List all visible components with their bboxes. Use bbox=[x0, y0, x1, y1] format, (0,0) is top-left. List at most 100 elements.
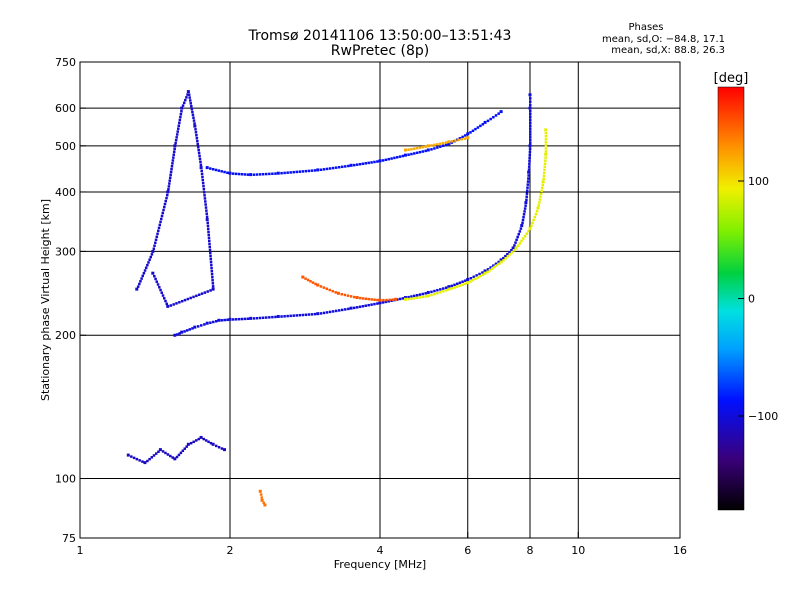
data-point bbox=[426, 294, 430, 298]
trace-dot bbox=[458, 137, 462, 140]
trace-dot bbox=[522, 237, 525, 240]
trace-dot bbox=[442, 287, 445, 290]
trace-dot bbox=[192, 295, 195, 299]
trace-dot bbox=[510, 251, 514, 254]
trace-dot bbox=[197, 151, 201, 155]
trace-dot bbox=[476, 276, 480, 279]
trace-dot bbox=[516, 244, 520, 248]
trace-dot bbox=[442, 290, 445, 293]
trace-dot bbox=[160, 214, 164, 218]
trace-dot bbox=[387, 157, 390, 161]
data-point bbox=[316, 312, 320, 316]
trace-dot bbox=[334, 291, 337, 294]
trace-dot bbox=[311, 281, 315, 284]
trace-dot bbox=[200, 324, 203, 327]
trace-dot bbox=[407, 148, 410, 151]
trace-dot bbox=[529, 97, 532, 100]
trace-dot bbox=[301, 313, 305, 317]
trace-dot bbox=[181, 449, 185, 453]
trace-dot bbox=[200, 292, 204, 295]
trace-dot bbox=[258, 173, 262, 176]
trace-dot bbox=[430, 293, 433, 297]
trace-dot bbox=[543, 168, 546, 172]
data-point bbox=[263, 503, 267, 507]
trace-dot bbox=[202, 191, 206, 194]
trace-dot bbox=[540, 186, 544, 190]
trace-dot bbox=[464, 279, 467, 282]
trace-dot bbox=[398, 297, 402, 301]
trace-dot bbox=[237, 172, 241, 176]
data-point bbox=[151, 249, 155, 253]
trace-dot bbox=[395, 156, 399, 159]
trace-dot bbox=[489, 266, 492, 269]
trace-dot bbox=[208, 248, 212, 252]
data-point bbox=[135, 287, 139, 291]
trace-dot bbox=[325, 167, 329, 171]
trace-dot bbox=[170, 167, 173, 171]
trace-dot bbox=[322, 311, 326, 315]
trace-dot bbox=[486, 270, 489, 274]
trace-dot bbox=[525, 189, 529, 192]
trace-dot bbox=[175, 455, 179, 459]
trace-dot bbox=[155, 235, 159, 239]
trace-dot bbox=[179, 112, 183, 116]
trace-dot bbox=[148, 457, 151, 461]
trace-dot bbox=[418, 146, 422, 149]
x-tick-label: 8 bbox=[527, 544, 534, 557]
trace-dot bbox=[527, 168, 531, 171]
trace-dot bbox=[149, 255, 153, 259]
trace-dot bbox=[205, 209, 208, 212]
trace-dot bbox=[158, 223, 162, 227]
trace-dot bbox=[539, 195, 542, 198]
trace-dot bbox=[209, 167, 212, 170]
trace-dot bbox=[433, 147, 436, 150]
x-tick-label: 1 bbox=[77, 544, 84, 557]
trace-dot bbox=[367, 297, 371, 301]
trace-dot bbox=[135, 457, 139, 461]
data-point bbox=[426, 148, 430, 152]
trace-dot bbox=[531, 221, 534, 225]
trace-dot bbox=[156, 232, 159, 236]
trace-dot bbox=[370, 161, 373, 164]
trace-dot bbox=[190, 107, 194, 111]
trace-dot bbox=[207, 440, 210, 444]
trace-dot bbox=[471, 129, 475, 133]
trace-dot bbox=[193, 122, 196, 125]
trace-dot bbox=[198, 154, 201, 158]
trace-dot bbox=[523, 210, 526, 213]
data-point bbox=[258, 489, 262, 493]
data-point bbox=[336, 291, 340, 295]
data-point bbox=[403, 297, 407, 301]
trace-dot bbox=[418, 296, 422, 299]
trace-dot bbox=[328, 310, 332, 314]
trace-dot bbox=[147, 261, 150, 264]
data-point bbox=[260, 498, 264, 502]
data-point bbox=[447, 287, 451, 291]
trace-dot bbox=[198, 157, 202, 161]
trace-dot bbox=[210, 269, 214, 273]
data-point bbox=[301, 275, 305, 279]
trace-dot bbox=[209, 289, 212, 292]
data-point bbox=[403, 296, 407, 300]
trace-dot bbox=[169, 170, 173, 174]
trace-dot bbox=[195, 134, 198, 137]
trace-dot bbox=[172, 153, 176, 156]
data-point bbox=[499, 258, 503, 262]
phase-box-line-x: mean, sd,X: 88.8, 26.3 bbox=[611, 45, 725, 56]
data-point bbox=[466, 281, 470, 285]
trace-dot bbox=[494, 114, 498, 117]
trace-dot bbox=[361, 297, 365, 300]
trace-dot bbox=[508, 250, 511, 254]
trace-dot bbox=[201, 181, 205, 185]
trace-dot bbox=[364, 162, 368, 165]
trace-dot bbox=[528, 162, 531, 165]
trace-dot bbox=[304, 313, 308, 317]
trace-dot bbox=[170, 165, 174, 168]
trace-dot bbox=[307, 313, 311, 316]
data-point bbox=[528, 106, 532, 110]
trace-dot bbox=[264, 172, 268, 176]
trace-dot bbox=[542, 177, 545, 181]
data-point bbox=[544, 152, 548, 156]
trace-dot bbox=[143, 269, 147, 272]
trace-dot bbox=[376, 302, 379, 305]
